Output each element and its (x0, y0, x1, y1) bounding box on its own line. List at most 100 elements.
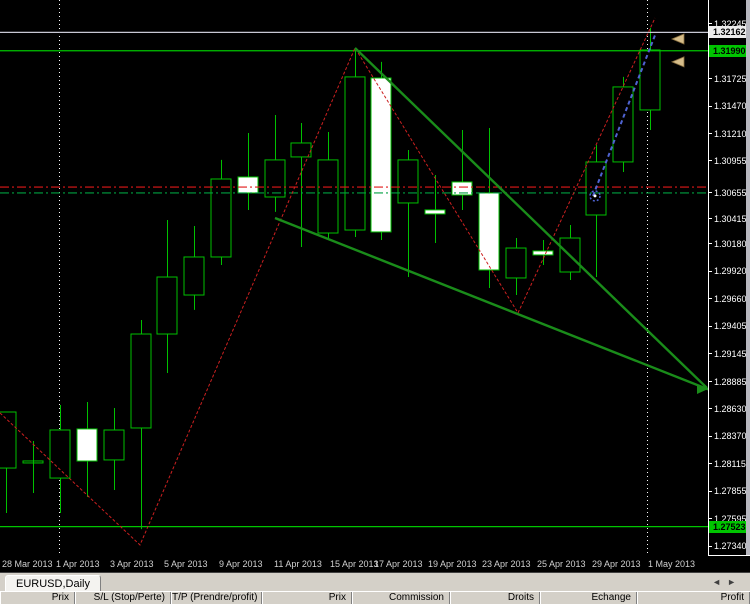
chart-tab-bar: EURUSD,Daily ◄► (0, 572, 750, 593)
blue-circle-marker[interactable] (589, 190, 601, 202)
candle-body (478, 192, 500, 271)
price-tick-mark (709, 381, 712, 383)
price-tick-label: 1.28885 (714, 376, 747, 387)
date-label: 9 Apr 2013 (219, 559, 263, 569)
candle-body (639, 49, 661, 111)
candle-body (612, 86, 634, 163)
candle-body (505, 247, 527, 279)
price-tick-mark (709, 270, 712, 272)
date-label: 29 Apr 2013 (592, 559, 641, 569)
left-arrow-marker[interactable] (670, 56, 685, 68)
candle-body (210, 178, 232, 258)
price-tick-mark (709, 353, 712, 355)
date-label: 3 Apr 2013 (110, 559, 154, 569)
price-tick-mark (709, 408, 712, 410)
date-label: 11 Apr 2013 (274, 559, 322, 569)
axis-divider (708, 555, 750, 556)
date-label: 17 Apr 2013 (374, 559, 423, 569)
red-zigzag-line[interactable] (0, 17, 656, 546)
tab-scroll-right-icon[interactable]: ► (727, 577, 742, 587)
candle-body (237, 176, 259, 194)
column-header-s-l-stop-perte[interactable]: S/L (Stop/Perte) (75, 592, 171, 604)
price-badge: 1.27523 (709, 520, 750, 533)
price-tick-label: 1.30180 (714, 238, 747, 249)
column-header-prix[interactable]: Prix (262, 592, 352, 604)
price-badge: 1.31990 (709, 44, 750, 57)
candle-body (344, 76, 366, 231)
terminal-column-headers: Prix S/L (Stop/Perte) T/P (Prendre/profit)… (0, 591, 750, 604)
window-edge (746, 0, 750, 572)
candle-body (130, 333, 152, 429)
date-label: 5 Apr 2013 (164, 559, 208, 569)
candle-body (156, 276, 178, 335)
candle-body (317, 159, 339, 234)
price-tick-label: 1.27855 (714, 486, 747, 497)
candle-body (397, 159, 419, 204)
column-header-echange[interactable]: Echange (540, 592, 637, 604)
chart-canvas[interactable] (0, 0, 708, 556)
green-trendline[interactable] (354, 47, 708, 389)
price-tick-mark (709, 490, 712, 492)
price-tick-label: 1.28630 (714, 403, 747, 414)
candle-body (103, 429, 125, 461)
price-tick-label: 1.28115 (714, 458, 746, 469)
date-label: 15 Apr 2013 (330, 559, 379, 569)
column-header-commission[interactable]: Commission (352, 592, 450, 604)
tab-eurusd-daily[interactable]: EURUSD,Daily (5, 575, 101, 593)
price-tick-label: 1.29145 (714, 348, 747, 359)
price-tick-mark (709, 78, 712, 80)
price-tick-mark (709, 218, 712, 220)
column-header-prix[interactable]: Prix (0, 592, 75, 604)
price-tick-label: 1.28370 (714, 431, 747, 442)
price-tick-mark (709, 23, 712, 25)
candle-body (264, 159, 286, 198)
price-tick-label: 1.29660 (714, 293, 747, 304)
date-label: 1 Apr 2013 (56, 559, 100, 569)
price-tick-label: 1.32245 (714, 18, 747, 29)
price-tick-label: 1.29405 (714, 321, 747, 332)
column-header-profit[interactable]: Profit (637, 592, 750, 604)
candle-doji (532, 250, 554, 256)
trendline-arrowhead (697, 383, 708, 394)
price-tick-label: 1.27340 (714, 541, 747, 552)
blue-circle-center-dot (593, 194, 597, 198)
column-header-droits[interactable]: Droits (450, 592, 540, 604)
candle-doji (22, 460, 44, 464)
date-label: 28 Mar 2013 (2, 559, 53, 569)
price-tick-mark (709, 105, 712, 107)
price-tick-label: 1.30655 (714, 187, 747, 198)
candle-body (183, 256, 205, 296)
price-tick-mark (709, 243, 712, 245)
price-badge: 1.32162 (709, 26, 750, 39)
price-tick-label: 1.31470 (714, 101, 747, 112)
date-label: 25 Apr 2013 (537, 559, 586, 569)
price-tick-label: 1.27595 (714, 513, 747, 524)
price-axis: 1.32245 1.31725 1.31470 1.31210 1.30955 1.306… (708, 0, 750, 556)
price-tick-mark (709, 133, 712, 135)
column-header-t-p-prendre-profit[interactable]: T/P (Prendre/profit) (171, 592, 262, 604)
price-tick-label: 1.29920 (714, 266, 747, 277)
blue-dashed-line[interactable] (592, 32, 657, 197)
candle-body (0, 411, 17, 469)
price-tick-mark (709, 518, 712, 520)
left-arrow-marker[interactable] (670, 33, 685, 45)
price-tick-mark (709, 325, 712, 327)
price-tick-label: 1.30955 (714, 155, 747, 166)
date-label: 1 May 2013 (648, 559, 696, 569)
price-tick-mark (709, 298, 712, 300)
candle-body (76, 428, 98, 462)
candle-body (290, 142, 312, 158)
green-trendline[interactable] (274, 216, 708, 391)
tab-scroll-left-icon[interactable]: ◄ (712, 577, 728, 587)
date-axis: 28 Mar 2013 1 Apr 2013 3 Apr 2013 5 Apr 201… (0, 556, 750, 572)
candle-body (49, 429, 71, 479)
price-tick-label: 1.31210 (714, 128, 747, 139)
date-label: 23 Apr 2013 (482, 559, 531, 569)
date-label: 19 Apr 2013 (428, 559, 477, 569)
price-tick-mark (709, 435, 712, 437)
chart-area[interactable] (0, 0, 708, 556)
price-tick-mark (709, 463, 712, 465)
candle-body (451, 181, 473, 196)
candle-doji (424, 209, 446, 215)
